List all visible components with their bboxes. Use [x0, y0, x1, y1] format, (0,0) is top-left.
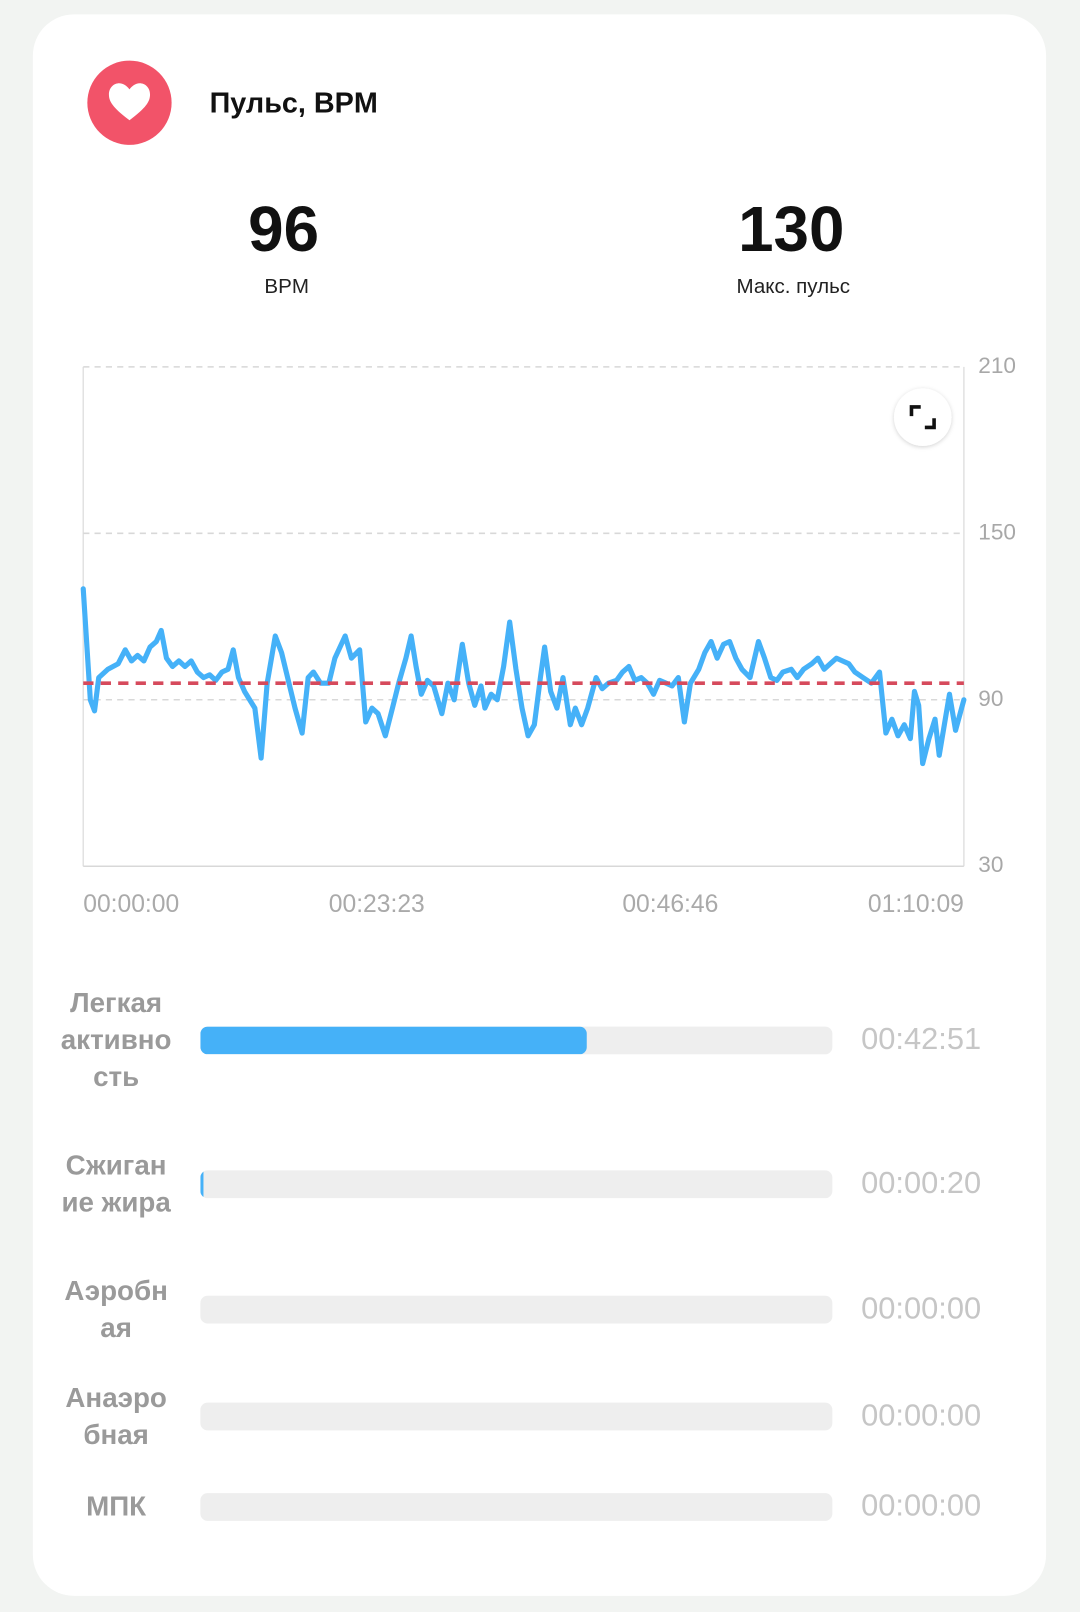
zone-time: 00:00:00	[861, 1291, 982, 1326]
zone-name: МПК	[86, 1491, 147, 1522]
stat-label: BPM	[264, 275, 309, 298]
zone-name: Анаэробная	[65, 1382, 167, 1450]
expand-button-bg[interactable]	[894, 388, 952, 446]
card	[32, 14, 1047, 1596]
zone-time: 00:00:00	[861, 1398, 982, 1433]
zone-row: Сжигание жира 00:00:20	[0, 1117, 1080, 1251]
stat-label: Макс. пульс	[736, 275, 850, 298]
y-tick-label: 90	[978, 686, 1003, 711]
chart: 30 90 150 210 00:00:00 00:23:23 00:46:46 01:10:…	[80, 353, 1016, 918]
zone-name: Легкая активность	[60, 987, 172, 1093]
expand-button[interactable]	[894, 388, 952, 446]
zone-row: Аэробная 00:00:00	[0, 1242, 1080, 1376]
zone-row: Анаэробная 00:00:00	[0, 1349, 1080, 1483]
zone-track	[200, 1026, 833, 1054]
zone-row: Легкая активность 00:42:51	[0, 973, 1080, 1107]
heart-glyph	[108, 83, 151, 121]
zone-bar	[200, 1169, 204, 1198]
zone-name: Аэробная	[64, 1275, 168, 1344]
zone-row: МПК 00:00:00	[0, 1440, 1080, 1574]
x-tick-label: 00:23:23	[329, 891, 425, 918]
y-tick-label: 210	[978, 353, 1016, 378]
zone-track	[200, 1492, 833, 1521]
stat-value: 130	[738, 193, 844, 265]
zone-time: 00:00:00	[861, 1488, 982, 1523]
zone-bar	[200, 1026, 587, 1054]
heart-rate-line	[80, 586, 967, 767]
zone-track	[200, 1402, 833, 1430]
zone-time: 00:00:20	[861, 1166, 982, 1201]
x-tick-label: 00:00:00	[83, 891, 179, 918]
zone-track	[200, 1295, 833, 1324]
expand-icon	[909, 405, 936, 430]
x-tick-label: 01:10:09	[868, 891, 964, 918]
y-tick-label: 30	[978, 852, 1003, 877]
zone-track	[200, 1169, 833, 1198]
x-tick-label: 00:46:46	[622, 891, 718, 918]
stat-value: 96	[248, 193, 319, 265]
zone-name: Сжигание жира	[61, 1149, 171, 1218]
zone-time: 00:42:51	[861, 1022, 982, 1057]
title: Пульс, BPM	[210, 87, 378, 119]
y-tick-label: 150	[978, 519, 1016, 544]
